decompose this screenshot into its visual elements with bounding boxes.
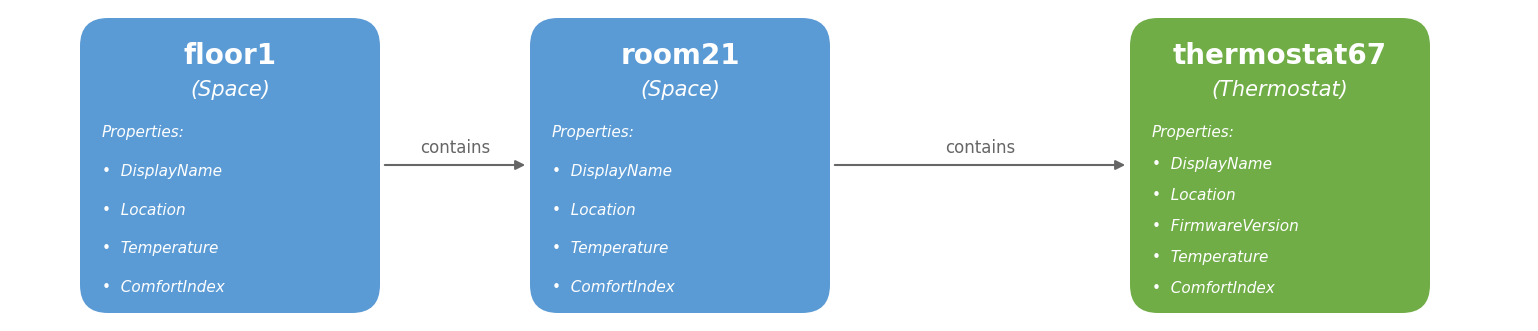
FancyBboxPatch shape xyxy=(80,18,380,313)
Text: contains: contains xyxy=(944,139,1015,157)
Text: •  ComfortIndex: • ComfortIndex xyxy=(1152,281,1275,296)
Text: thermostat67: thermostat67 xyxy=(1173,42,1387,70)
Text: •  Location: • Location xyxy=(1152,188,1235,203)
Text: •  Temperature: • Temperature xyxy=(552,241,669,256)
Text: (Thermostat): (Thermostat) xyxy=(1212,80,1349,100)
Text: •  ComfortIndex: • ComfortIndex xyxy=(552,280,675,295)
Text: (Space): (Space) xyxy=(640,80,720,100)
FancyBboxPatch shape xyxy=(1130,18,1430,313)
Text: •  DisplayName: • DisplayName xyxy=(1152,157,1272,172)
Text: •  DisplayName: • DisplayName xyxy=(102,164,221,179)
Text: •  Location: • Location xyxy=(552,203,635,218)
Text: •  Location: • Location xyxy=(102,203,186,218)
Text: •  DisplayName: • DisplayName xyxy=(552,164,672,179)
Text: room21: room21 xyxy=(620,42,740,70)
Text: Properties:: Properties: xyxy=(102,125,185,140)
Text: floor1: floor1 xyxy=(183,42,277,70)
Text: (Space): (Space) xyxy=(191,80,271,100)
Text: •  Temperature: • Temperature xyxy=(1152,250,1269,265)
Text: •  FirmwareVersion: • FirmwareVersion xyxy=(1152,219,1298,234)
Text: •  Temperature: • Temperature xyxy=(102,241,218,256)
Text: contains: contains xyxy=(420,139,491,157)
FancyBboxPatch shape xyxy=(531,18,831,313)
Text: •  ComfortIndex: • ComfortIndex xyxy=(102,280,225,295)
Text: Properties:: Properties: xyxy=(552,125,635,140)
Text: Properties:: Properties: xyxy=(1152,125,1235,140)
